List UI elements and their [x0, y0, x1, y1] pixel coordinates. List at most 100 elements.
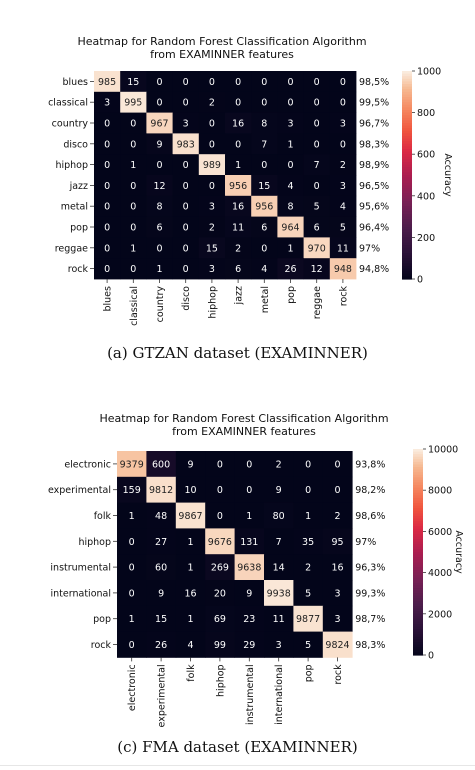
- colorbar-segment: [413, 626, 423, 630]
- colorbar-segment: [413, 479, 423, 484]
- colorbar-segment: [413, 593, 423, 597]
- colorbar-segment: [413, 631, 423, 635]
- colorbar-segment: [413, 528, 423, 532]
- colorbar-segment: [402, 180, 412, 184]
- colorbar-segment: [413, 464, 423, 468]
- heatmap-cell: [205, 528, 235, 555]
- heatmap-cell: [303, 91, 331, 113]
- colorbar-segment: [413, 652, 423, 656]
- cell-value-label: 16: [184, 588, 196, 599]
- heatmap-cell: [117, 580, 147, 607]
- heatmap-cell: [205, 580, 235, 607]
- colorbar-segment: [413, 567, 423, 571]
- colorbar-segment: [402, 141, 412, 145]
- colorbar-segment: [413, 505, 423, 509]
- colorbar-segment: [413, 639, 423, 643]
- colorbar-segment: [402, 245, 412, 249]
- colorbar-tick-label: 0: [428, 651, 434, 662]
- colorbar-segment: [402, 227, 412, 231]
- heatmap-cell: [329, 154, 357, 176]
- heatmap-cell: [264, 451, 294, 478]
- heatmap-cell: [225, 71, 252, 93]
- row-accuracy-label: 97%: [355, 537, 376, 548]
- cell-value-label: 0: [130, 181, 136, 192]
- cell-value-label: 985: [98, 77, 116, 88]
- colorbar-segment: [413, 644, 423, 648]
- heatmap-cell: [277, 154, 304, 176]
- heatmap-cell: [198, 216, 226, 238]
- heatmap-cell: [264, 580, 294, 607]
- colorbar-tick-label: 600: [417, 150, 435, 161]
- colorbar-segment: [402, 146, 412, 150]
- colorbar-segment: [402, 253, 412, 257]
- colorbar-segment: [402, 273, 412, 277]
- cell-value-label: 269: [211, 563, 229, 574]
- heatmap-cell: [322, 451, 353, 478]
- colorbar-segment: [413, 613, 423, 617]
- cell-value-label: 0: [334, 459, 340, 470]
- colorbar-segment: [413, 598, 423, 602]
- colorbar-segment: [402, 164, 412, 168]
- column-label: hiphop: [215, 664, 226, 697]
- cell-value-label: 2: [334, 511, 340, 522]
- colorbar-segment: [413, 557, 423, 561]
- cell-value-label: 0: [246, 459, 252, 470]
- colorbar-tick-label: 4000: [428, 568, 452, 579]
- column-label: jazz: [234, 286, 245, 305]
- colorbar-segment: [402, 89, 412, 93]
- cell-value-label: 0: [156, 98, 162, 109]
- colorbar-segment: [413, 570, 423, 574]
- heatmap-cell: [234, 476, 265, 503]
- colorbar-segment: [402, 219, 412, 223]
- heatmap-cell: [198, 175, 226, 197]
- colorbar-tick-label: 400: [417, 191, 435, 202]
- colorbar-segment: [402, 117, 412, 121]
- cell-value-label: 5: [305, 640, 311, 651]
- heatmap-cell: [251, 258, 278, 280]
- heatmap-cell: [322, 502, 353, 529]
- row-label: classical: [48, 98, 88, 109]
- heatmap-cell: [205, 554, 235, 581]
- heatmap-cell: [234, 528, 265, 555]
- cell-value-label: 0: [183, 77, 189, 88]
- cell-value-label: 0: [104, 139, 110, 150]
- colorbar-segment: [413, 585, 423, 589]
- cell-value-label: 0: [305, 459, 311, 470]
- row-label: electronic: [64, 459, 111, 470]
- heatmap-cell: [264, 476, 294, 503]
- colorbar-segment: [413, 621, 423, 625]
- row-accuracy-label: 97%: [359, 243, 380, 254]
- row-accuracy-label: 96,4%: [359, 223, 389, 234]
- colorbar-segment: [413, 539, 423, 543]
- colorbar-segment: [413, 477, 423, 481]
- colorbar-segment: [402, 73, 412, 77]
- colorbar-segment: [402, 136, 412, 140]
- colorbar-segment: [402, 211, 412, 215]
- heatmap-cell: [293, 528, 324, 555]
- colorbar-segment: [402, 234, 412, 238]
- heatmap-cell: [120, 258, 147, 280]
- heatmap-cell: [172, 195, 200, 217]
- cell-value-label: 0: [209, 77, 215, 88]
- heatmap-cell: [146, 605, 177, 632]
- heatmap-cell: [175, 502, 206, 529]
- heatmap-cell: [94, 154, 121, 176]
- heatmap-cell: [234, 502, 265, 529]
- heatmap-cell: [225, 195, 252, 217]
- heatmap-cell: [293, 605, 324, 632]
- heatmap-cell: [251, 195, 278, 217]
- cell-value-label: 9: [276, 485, 282, 496]
- cell-value-label: 80: [273, 511, 285, 522]
- cell-value-label: 948: [334, 264, 352, 275]
- cell-value-label: 16: [331, 563, 343, 574]
- heatmap-cell: [303, 133, 331, 155]
- colorbar-segment: [402, 133, 412, 137]
- cell-value-label: 9938: [267, 588, 291, 599]
- cell-value-label: 1: [305, 511, 311, 522]
- colorbar-segment: [402, 260, 412, 264]
- colorbar-segment: [402, 232, 412, 236]
- colorbar-segment: [402, 224, 412, 228]
- colorbar-segment: [402, 130, 412, 134]
- colorbar-segment: [413, 508, 423, 512]
- cell-value-label: 5: [305, 588, 311, 599]
